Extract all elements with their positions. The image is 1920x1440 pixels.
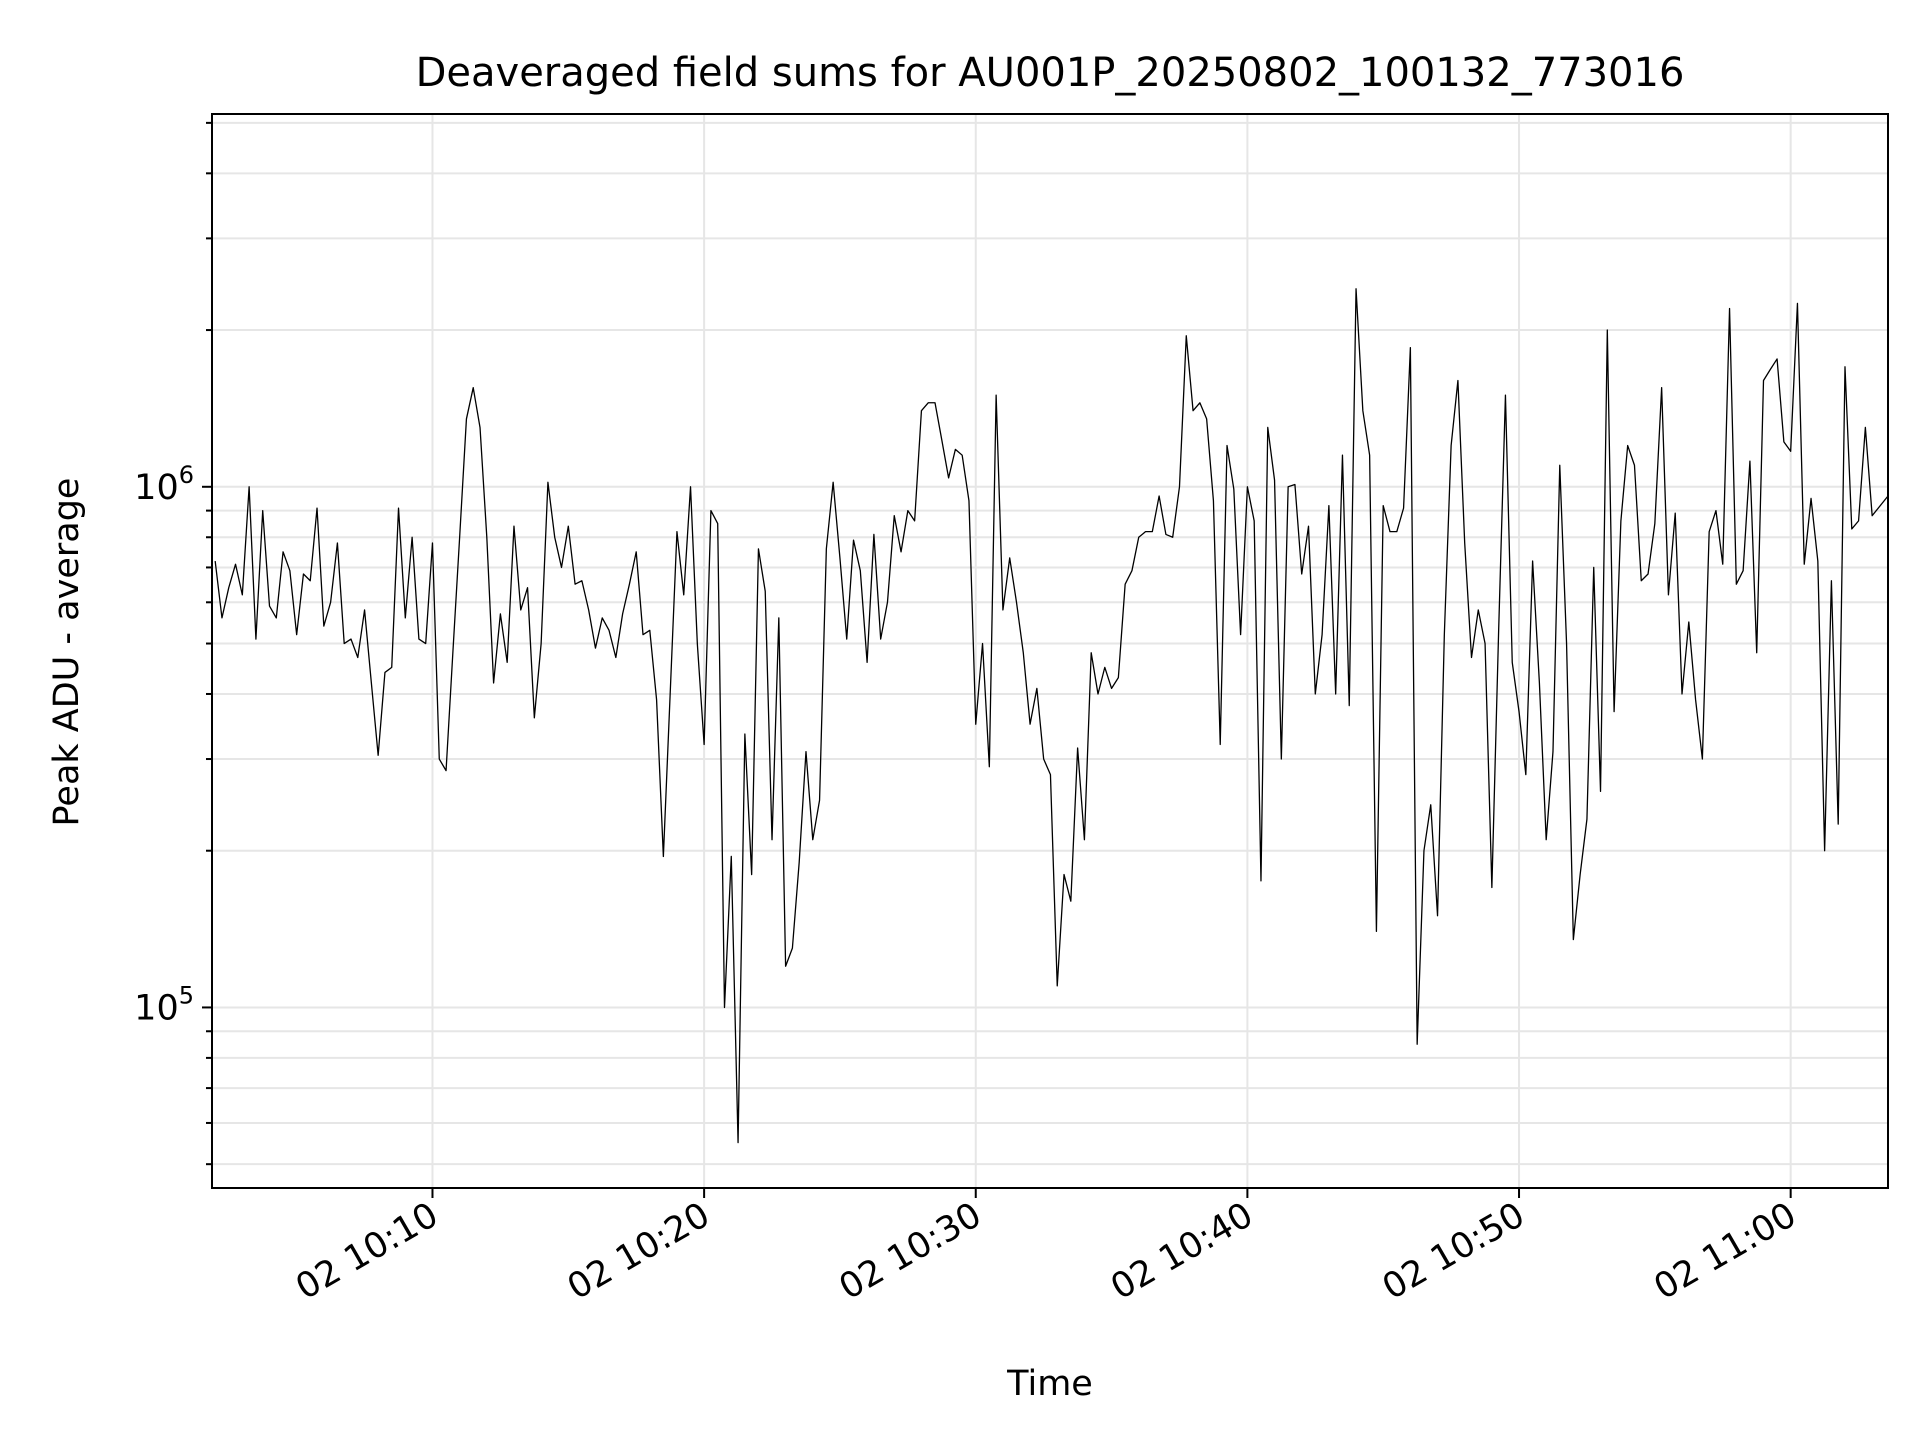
- grid-lines: [212, 114, 1888, 1188]
- y-axis-label: Peak ADU - average: [47, 478, 87, 827]
- series-line: [214, 288, 1889, 1144]
- chart-title: Deaveraged field sums for AU001P_2025080…: [416, 50, 1685, 96]
- plot-frame: [211, 113, 1889, 1189]
- x-axis-label: Time: [1006, 1364, 1093, 1404]
- series-layer: [214, 288, 1889, 1144]
- y-tick-label: 106: [134, 461, 194, 508]
- y-tick-label: 105: [134, 981, 194, 1028]
